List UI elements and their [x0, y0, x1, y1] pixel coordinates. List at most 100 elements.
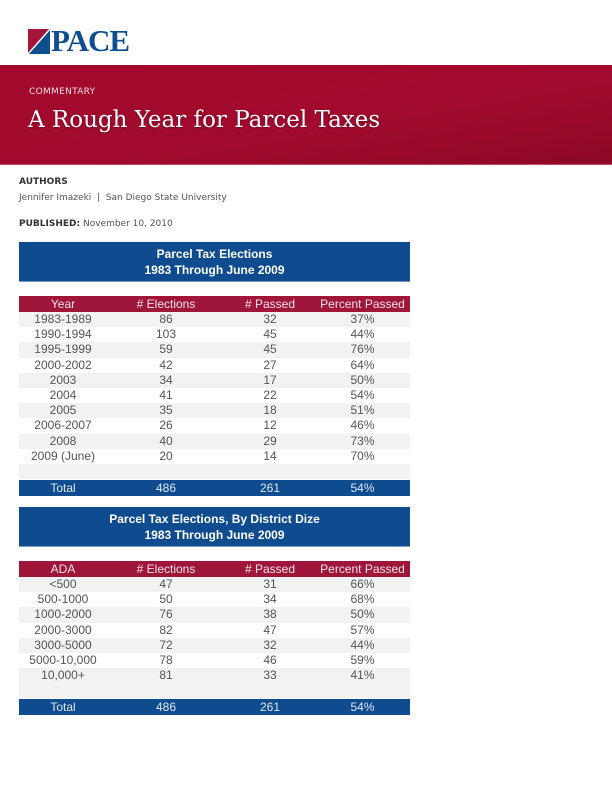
- parcel-tax-elections-by-year-table: Parcel Tax Elections 1983 Through June 20…: [19, 242, 410, 496]
- logo-text: PACE: [51, 23, 130, 58]
- table-row: <500 47 31 66%: [19, 577, 410, 593]
- table-row: 2008 40 29 73%: [19, 433, 410, 449]
- table-cell: 73%: [350, 433, 375, 448]
- table-cell: 47: [263, 622, 277, 637]
- table-header-row: Year # Elections # Passed Percent Passed: [19, 296, 410, 312]
- table-cell: 38: [263, 607, 277, 622]
- parcel-tax-elections-by-district-size-table: Parcel Tax Elections, By District Dize 19…: [19, 507, 410, 716]
- table-cell: 2005: [49, 403, 77, 418]
- table-cell: 32: [263, 312, 277, 326]
- table-cell: 40: [159, 433, 173, 448]
- table-cell: 59: [159, 342, 173, 357]
- column-header: Year: [50, 297, 76, 311]
- table-cell: 81: [159, 668, 173, 683]
- table-cell: 50: [159, 592, 173, 607]
- column-header: Percent Passed: [320, 562, 405, 576]
- table-row: 2000-3000 82 47 57%: [19, 623, 410, 638]
- table-cell: 44%: [350, 327, 375, 342]
- column-header: Percent Passed: [320, 297, 405, 311]
- table-cell: 41: [159, 387, 173, 402]
- table-cell: 17: [263, 372, 277, 387]
- table-row: 1000-2000 76 38 50%: [19, 607, 410, 623]
- total-cell: Total: [50, 700, 76, 715]
- table-cell: 35: [159, 403, 173, 418]
- table-cell: 5000-10,000: [29, 652, 97, 667]
- table-cell: 1983-1989: [34, 312, 92, 326]
- table-row: 1983-1989 86 32 37%: [19, 312, 410, 328]
- column-header: # Elections: [136, 562, 196, 576]
- article-category: COMMENTARY: [29, 87, 96, 97]
- table-cell: 32: [263, 637, 277, 652]
- table-cell: 46: [263, 652, 277, 667]
- table-subtitle-line: 1983 Through June 2009: [144, 528, 285, 542]
- table-cell: 2003: [49, 372, 77, 387]
- author-line: Jennifer Imazeki | San Diego State Unive…: [19, 193, 227, 203]
- table-cell: 78: [159, 652, 173, 667]
- authors-heading: AUTHORS: [19, 177, 68, 187]
- total-cell: 486: [155, 480, 177, 495]
- table-body: 1983-1989 86 32 37% 1990-1994 103 45 44% 1995-19…: [19, 312, 410, 464]
- pace-logo[interactable]: PACE: [28, 23, 130, 58]
- table-row: 10,000+ 81 33 41%: [19, 668, 410, 684]
- table-cell: 33: [263, 668, 277, 683]
- table-title: Parcel Tax Elections 1983 Through June 20…: [19, 242, 410, 282]
- table-cell: 2000-2002: [34, 357, 92, 372]
- total-cell: 486: [155, 700, 177, 715]
- page-title: A Rough Year for Parcel Taxes: [28, 107, 381, 133]
- table-cell: 72: [159, 637, 173, 652]
- author-name[interactable]: Jennifer Imazeki: [19, 193, 92, 203]
- pace-logo-mark-icon: [28, 28, 50, 54]
- table-row: 1990-1994 103 45 44%: [19, 327, 410, 342]
- table-title: Parcel Tax Elections, By District Dize 19…: [19, 507, 410, 547]
- published-label: PUBLISHED:: [19, 219, 81, 229]
- table-cell: 18: [263, 403, 277, 418]
- table-body: <500 47 31 66% 500-1000 50 34 68% 1000-2000 76 38 5…: [19, 577, 410, 684]
- total-cell: 54%: [350, 700, 375, 715]
- table-cell: 26: [159, 418, 173, 433]
- table-subtitle-line: 1983 Through June 2009: [144, 263, 285, 277]
- total-row: Total 486 261 54%: [19, 479, 410, 496]
- table-row: 2006-2007 26 12 46%: [19, 418, 410, 433]
- table-row: 5000-10,000 78 46 59%: [19, 653, 410, 668]
- column-header: ADA: [50, 562, 76, 576]
- table-cell: 44%: [350, 637, 375, 652]
- table-cell: 82: [159, 622, 173, 637]
- table-cell: 47: [159, 577, 173, 591]
- table-cell: 51%: [350, 403, 375, 418]
- table-cell: 86: [159, 312, 173, 326]
- table-cell: 2006-2007: [34, 418, 92, 433]
- table-row: 2004 41 22 54%: [19, 388, 410, 403]
- total-cell: Total: [50, 480, 76, 495]
- table-cell: 1000-2000: [34, 607, 92, 622]
- table-cell: 2009 (June): [30, 448, 96, 463]
- table-cell: 34: [263, 592, 277, 607]
- table-row: 2009 (June) 20 14 70%: [19, 449, 410, 464]
- table-cell: 54%: [350, 387, 375, 402]
- table-title-line: Parcel Tax Elections: [156, 247, 273, 261]
- separator: |: [97, 193, 101, 203]
- table-cell: 76: [159, 607, 173, 622]
- table-row: 500-1000 50 34 68%: [19, 592, 410, 607]
- table-cell: 59%: [350, 652, 375, 667]
- table-cell: 3000-5000: [34, 637, 92, 652]
- table-cell: 45: [263, 342, 277, 357]
- table-cell: 46%: [350, 418, 375, 433]
- total-cell: 54%: [350, 480, 375, 495]
- table-cell: 2004: [49, 387, 77, 402]
- table-cell: 2000-3000: [34, 622, 92, 637]
- table-cell: 27: [263, 357, 277, 372]
- total-cell: 261: [259, 700, 281, 715]
- table-cell: 10,000+: [41, 668, 85, 683]
- total-row: Total 486 261 54%: [19, 699, 410, 716]
- table-cell: 76%: [350, 342, 375, 357]
- blank-row: [19, 463, 410, 479]
- article-banner: COMMENTARY A Rough Year for Parcel Taxes: [0, 65, 612, 165]
- column-header: # Passed: [244, 297, 296, 311]
- table-cell: 1990-1994: [34, 327, 92, 342]
- table-cell: 12: [263, 418, 277, 433]
- table-row: 2000-2002 42 27 64%: [19, 358, 410, 373]
- table-cell: 20: [159, 448, 173, 463]
- table-row: 3000-5000 72 32 44%: [19, 637, 410, 653]
- table-row: 1995-1999 59 45 76%: [19, 342, 410, 358]
- author-affiliation: San Diego State University: [105, 193, 227, 203]
